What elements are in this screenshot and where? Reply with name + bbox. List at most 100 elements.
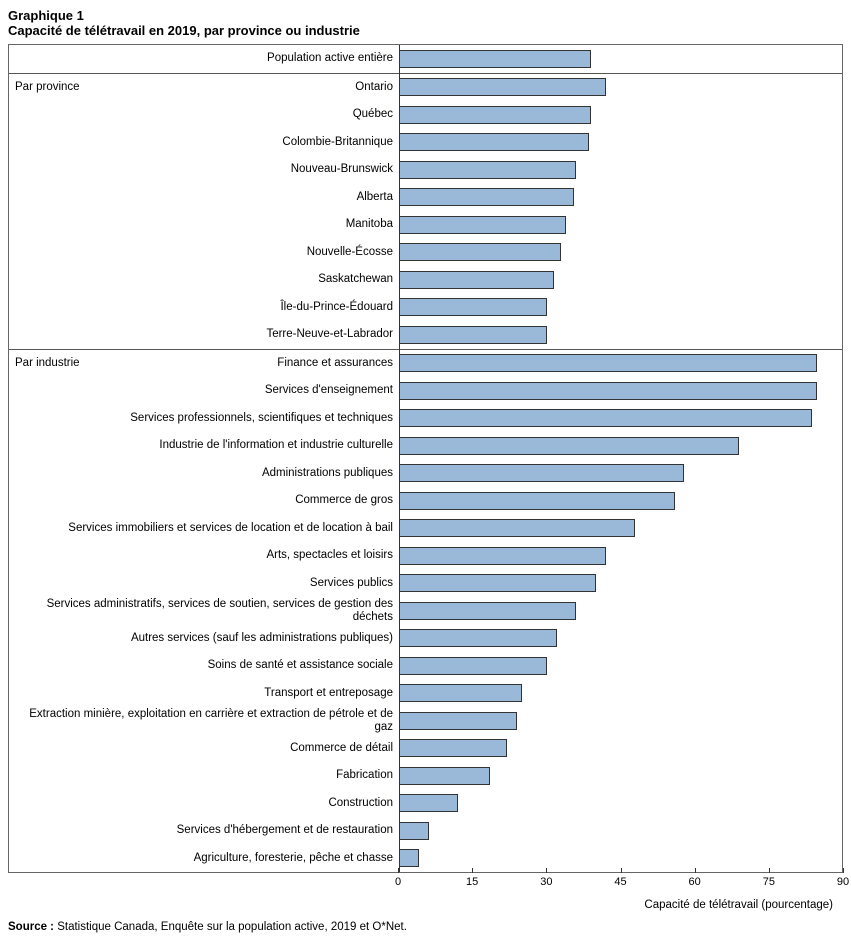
bar-cell	[399, 515, 842, 543]
chart-title-block: Graphique 1 Capacité de télétravail en 2…	[8, 8, 843, 38]
section-label: Par industrie	[15, 357, 80, 370]
bar	[399, 519, 635, 537]
bar	[399, 767, 490, 785]
row-label: Services d'enseignement	[9, 377, 399, 405]
bar	[399, 437, 739, 455]
chart-row: OntarioPar province	[9, 74, 842, 102]
row-label: Terre-Neuve-et-Labrador	[9, 321, 399, 349]
bar-cell	[399, 377, 842, 405]
row-label: Alberta	[9, 184, 399, 212]
chart-row: Services d'hébergement et de restauratio…	[9, 817, 842, 845]
chart-row: Autres services (sauf les administration…	[9, 625, 842, 653]
chart-row: Services d'enseignement	[9, 377, 842, 405]
chart-row: Québec	[9, 101, 842, 129]
chart-row: Nouveau-Brunswick	[9, 156, 842, 184]
tick-label: 30	[540, 876, 552, 888]
chart-row: Alberta	[9, 184, 842, 212]
bar-cell	[399, 680, 842, 708]
tick-label: 15	[466, 876, 478, 888]
row-label: Québec	[9, 101, 399, 129]
chart-row: Services administratifs, services de sou…	[9, 597, 842, 625]
bar-cell	[399, 239, 842, 267]
bar	[399, 684, 522, 702]
chart-row: Finance et assurancesPar industrie	[9, 350, 842, 378]
row-label: Transport et entreposage	[9, 680, 399, 708]
source-text: Statistique Canada, Enquête sur la popul…	[54, 921, 407, 933]
x-axis-title: Capacité de télétravail (pourcentage)	[8, 899, 843, 911]
chart-row: Colombie-Britannique	[9, 129, 842, 157]
row-label: Industrie de l'information et industrie …	[9, 432, 399, 460]
chart-title: Capacité de télétravail en 2019, par pro…	[8, 23, 843, 38]
chart-row: Saskatchewan	[9, 266, 842, 294]
chart-row: Extraction minière, exploitation en carr…	[9, 707, 842, 735]
tick-label: 90	[837, 876, 849, 888]
tick-mark	[843, 868, 844, 873]
row-label: Services professionnels, scientifiques e…	[9, 405, 399, 433]
chart-row: Services immobiliers et services de loca…	[9, 515, 842, 543]
tick-label: 45	[614, 876, 626, 888]
chart-row: Population active entière	[9, 45, 842, 73]
chart-row: Nouvelle-Écosse	[9, 239, 842, 267]
y-axis-line	[399, 45, 400, 872]
bar-cell	[399, 294, 842, 322]
row-label: Services administratifs, services de sou…	[9, 597, 399, 625]
row-label: Administrations publiques	[9, 460, 399, 488]
row-label: Services immobiliers et services de loca…	[9, 515, 399, 543]
bar	[399, 629, 557, 647]
row-label: Manitoba	[9, 211, 399, 239]
bar	[399, 464, 684, 482]
row-label: Saskatchewan	[9, 266, 399, 294]
chart-row: Transport et entreposage	[9, 680, 842, 708]
chart-row: Construction	[9, 790, 842, 818]
chart-row: Services professionnels, scientifiques e…	[9, 405, 842, 433]
bar-cell	[399, 790, 842, 818]
chart-row: Commerce de gros	[9, 487, 842, 515]
section-label: Par province	[15, 81, 80, 94]
chart-row: Administrations publiques	[9, 460, 842, 488]
chart-row: Soins de santé et assistance sociale	[9, 652, 842, 680]
bar-cell	[399, 597, 842, 625]
x-axis-ticks: 0153045607590	[398, 873, 843, 897]
row-label: Colombie-Britannique	[9, 129, 399, 157]
bar	[399, 50, 591, 68]
bar	[399, 243, 561, 261]
bar-cell	[399, 211, 842, 239]
row-label: Finance et assurancesPar industrie	[9, 350, 399, 378]
tick-label: 0	[395, 876, 401, 888]
row-label: Extraction minière, exploitation en carr…	[9, 707, 399, 735]
chart-row: Fabrication	[9, 762, 842, 790]
chart-row: Île-du-Prince-Édouard	[9, 294, 842, 322]
bar	[399, 354, 817, 372]
bar-cell	[399, 321, 842, 349]
bar	[399, 712, 517, 730]
bar	[399, 492, 675, 510]
bar	[399, 78, 606, 96]
bar-cell	[399, 156, 842, 184]
bars-container: Population active entièreOntarioPar prov…	[9, 45, 842, 872]
bar-cell	[399, 350, 842, 378]
chart-number: Graphique 1	[8, 8, 843, 23]
chart-row: Commerce de détail	[9, 735, 842, 763]
bar	[399, 822, 429, 840]
row-label: Soins de santé et assistance sociale	[9, 652, 399, 680]
tick-mark	[472, 868, 473, 873]
tick-label: 60	[689, 876, 701, 888]
bar	[399, 161, 576, 179]
row-label: Île-du-Prince-Édouard	[9, 294, 399, 322]
bar-cell	[399, 101, 842, 129]
chart-row: Agriculture, foresterie, pêche et chasse	[9, 845, 842, 873]
row-label: Services d'hébergement et de restauratio…	[9, 817, 399, 845]
row-label: Agriculture, foresterie, pêche et chasse	[9, 845, 399, 873]
chart-row: Industrie de l'information et industrie …	[9, 432, 842, 460]
bar-cell	[399, 735, 842, 763]
bar-cell	[399, 405, 842, 433]
bar-cell	[399, 460, 842, 488]
tick-mark	[769, 868, 770, 873]
bar-cell	[399, 45, 842, 73]
bar	[399, 739, 507, 757]
row-label: Commerce de gros	[9, 487, 399, 515]
chart-row: Manitoba	[9, 211, 842, 239]
tick-mark	[546, 868, 547, 873]
bar	[399, 326, 547, 344]
bar	[399, 409, 812, 427]
